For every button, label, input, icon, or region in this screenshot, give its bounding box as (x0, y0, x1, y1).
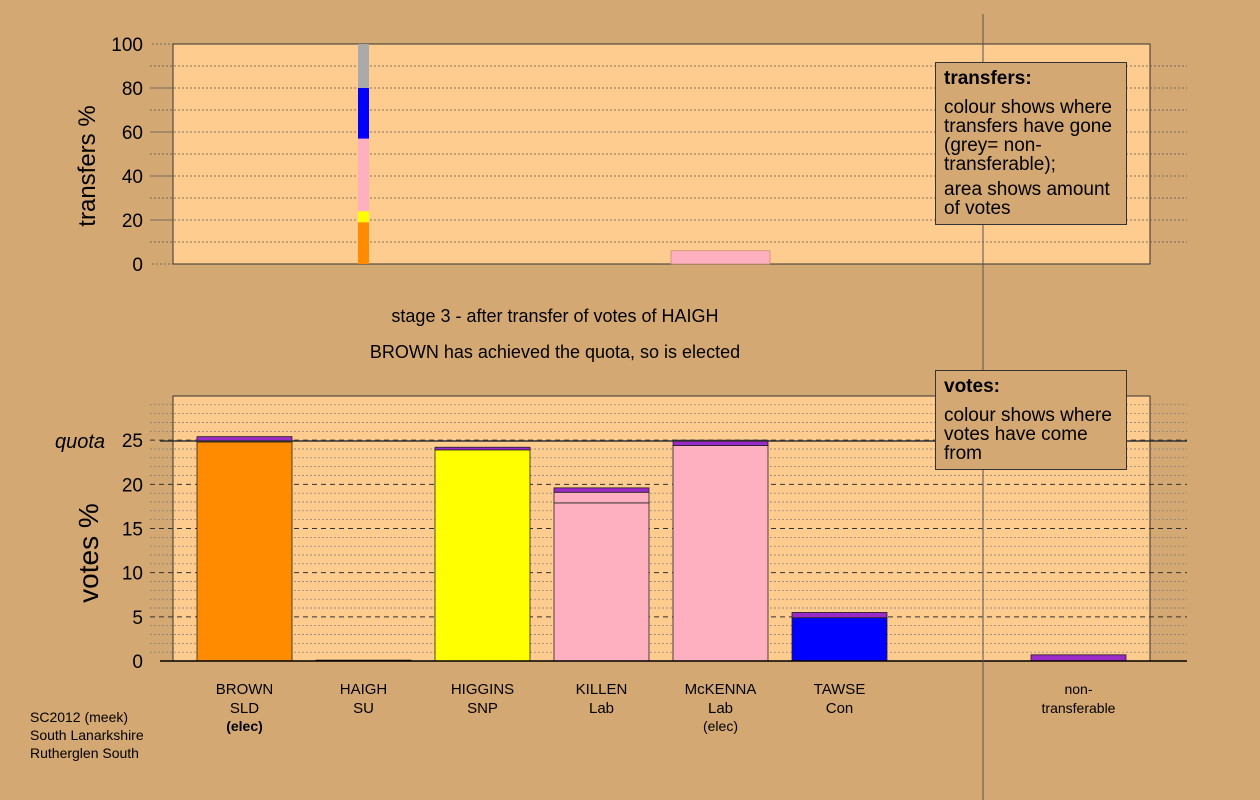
footer-method: SC2012 (meek) (30, 709, 129, 725)
candidate-name: KILLEN (576, 681, 628, 698)
votes-x-labels: BROWNSLD(elec)HAIGHSUHIGGINSSNPKILLENLab… (216, 681, 1116, 734)
candidate-status: (elec) (703, 718, 738, 734)
transfer-segment (358, 138, 369, 212)
vote-segment (1030, 654, 1127, 662)
transfer-segment (358, 88, 369, 139)
vote-segment (672, 445, 769, 662)
y-tick-label: 80 (122, 79, 143, 100)
transfers-y-axis-label: transfers % (74, 105, 101, 226)
votes-bars (196, 436, 1127, 662)
vote-segment (791, 617, 888, 662)
vote-segment (196, 436, 293, 443)
transfer-segment (358, 44, 369, 88)
candidate-status: (elec) (226, 718, 263, 734)
transfer-area-bar (670, 250, 771, 265)
votes-y-axis-label: votes % (73, 503, 104, 603)
vote-segment (672, 439, 769, 446)
votes-y-ticks: 0 5 10 15 20 25 (122, 431, 143, 673)
candidate-party: Lab (589, 700, 614, 717)
candidate-name: BROWN (216, 681, 274, 698)
transfers-legend-text-1: colour shows where transfers have gone (… (944, 97, 1112, 175)
y-tick-label: 40 (122, 167, 143, 188)
votes-legend-title: votes: (944, 376, 1000, 397)
quota-label: quota (55, 431, 105, 453)
candidate-name: HAIGH (340, 681, 388, 698)
candidate-name: TAWSE (814, 681, 866, 698)
vote-segment (553, 487, 650, 493)
transfers-legend-text-2: area shows amount of votes (944, 179, 1110, 219)
candidate-party: Con (826, 700, 854, 717)
candidate-party: Lab (708, 700, 733, 717)
candidate-name: HIGGINS (451, 681, 514, 698)
transfers-bars (358, 44, 771, 265)
vote-segment (434, 446, 531, 451)
transfer-segment (358, 211, 369, 223)
candidate-party: SNP (467, 700, 498, 717)
transfers-legend-title: transfers: (944, 68, 1032, 89)
votes-legend-text: colour shows where votes have come from (944, 405, 1112, 464)
transfers-legend: transfers: colour shows where transfers … (935, 62, 1127, 225)
candidate-name: non- (1064, 681, 1092, 697)
vote-segment (434, 449, 531, 662)
candidate-party: SLD (230, 700, 259, 717)
vote-segment (791, 612, 888, 619)
y-tick-label: 20 (122, 211, 143, 232)
stage-title: stage 3 - after transfer of votes of HAI… (391, 306, 719, 326)
vote-segment (553, 491, 650, 504)
footer-council: South Lanarkshire (30, 727, 144, 743)
y-tick-label: 15 (122, 520, 143, 541)
y-tick-label: 0 (132, 652, 143, 673)
votes-legend: votes: colour shows where votes have com… (935, 370, 1127, 470)
stage-status: BROWN has achieved the quota, so is elec… (369, 342, 741, 362)
footer-ward: Rutherglen South (30, 745, 139, 761)
candidate-party: SU (353, 700, 374, 717)
vote-segment (553, 502, 650, 662)
vote-segment (196, 441, 293, 662)
y-tick-label: 100 (111, 35, 143, 56)
transfer-segment (358, 222, 369, 264)
y-tick-label: 25 (122, 431, 143, 452)
election-footer: SC2012 (meek) South Lanarkshire Ruthergl… (30, 708, 144, 762)
y-tick-label: 5 (132, 608, 143, 629)
transfers-y-ticks: 0 20 40 60 80 100 (111, 35, 173, 276)
y-tick-label: 0 (132, 255, 143, 276)
y-tick-label: 60 (122, 123, 143, 144)
candidate-party: transferable (1042, 700, 1116, 716)
y-tick-label: 10 (122, 564, 143, 585)
y-tick-label: 20 (122, 475, 143, 496)
candidate-name: McKENNA (685, 681, 757, 698)
